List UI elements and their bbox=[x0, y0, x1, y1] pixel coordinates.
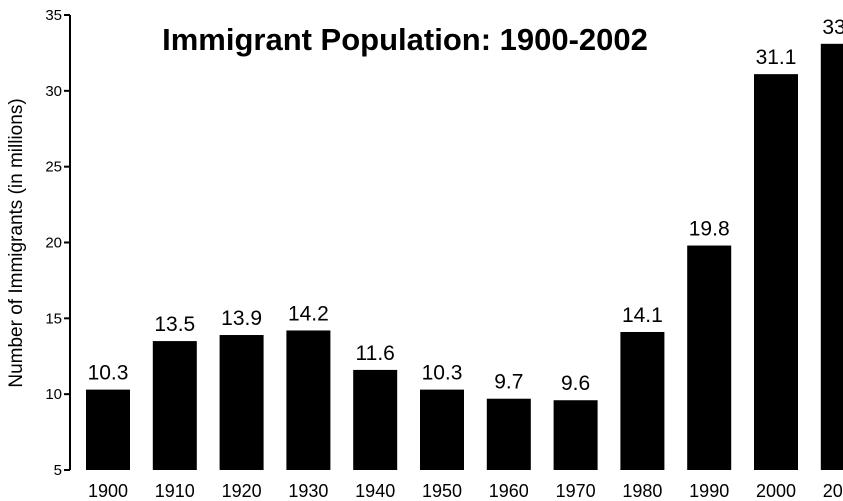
x-tick-label-1900: 1900 bbox=[88, 481, 128, 501]
bar-1990 bbox=[687, 245, 732, 470]
bar-1960 bbox=[486, 398, 531, 470]
x-tick-label-2002: 2002 bbox=[823, 481, 843, 501]
data-label-1960: 9.7 bbox=[494, 371, 523, 394]
x-axis-labels: 1900 1910 1920 1930 1940 1950 1960 1970 1980 1990… bbox=[88, 481, 843, 501]
y-tick-label: 5 bbox=[54, 462, 62, 479]
y-tick-label: 20 bbox=[45, 235, 62, 252]
bars-group bbox=[86, 43, 843, 471]
y-axis-label: Number of Immigrants (in millions) bbox=[6, 98, 27, 387]
y-axis-ticks: 5 10 15 20 25 30 35 bbox=[45, 7, 70, 479]
x-tick-label-1930: 1930 bbox=[288, 481, 328, 501]
x-tick-label-1980: 1980 bbox=[622, 481, 662, 501]
y-tick-label: 25 bbox=[45, 159, 62, 176]
x-tick-label-1950: 1950 bbox=[422, 481, 462, 501]
data-label-1990: 19.8 bbox=[689, 218, 730, 241]
data-label-2002: 33.1 bbox=[822, 16, 843, 39]
data-label-1930: 14.2 bbox=[288, 302, 329, 325]
data-label-1970: 9.6 bbox=[561, 372, 590, 395]
bar-1940 bbox=[353, 369, 398, 470]
bar-2000 bbox=[754, 74, 798, 471]
data-label-1950: 10.3 bbox=[422, 362, 463, 385]
bar-1930 bbox=[286, 330, 331, 470]
data-label-1920: 13.9 bbox=[221, 307, 262, 330]
y-tick-label: 35 bbox=[45, 7, 62, 24]
x-tick-label-1920: 1920 bbox=[222, 481, 262, 501]
x-tick-label-1940: 1940 bbox=[355, 481, 395, 501]
data-label-1900: 10.3 bbox=[88, 362, 129, 385]
bar-1900 bbox=[86, 389, 130, 470]
bar-1970 bbox=[553, 400, 598, 470]
chart-title: Immigrant Population: 1900-2002 bbox=[162, 22, 648, 57]
data-labels-group: 10.3 13.5 13.9 14.2 11.6 10.3 9.7 9.6 14.1 19.8 31… bbox=[88, 16, 843, 395]
y-tick-label: 10 bbox=[45, 386, 62, 403]
bar-1920 bbox=[219, 335, 264, 470]
bar-2002 bbox=[820, 43, 843, 471]
data-label-1910: 13.5 bbox=[154, 313, 195, 336]
x-tick-label-2000: 2000 bbox=[756, 481, 796, 501]
data-label-1980: 14.1 bbox=[622, 304, 663, 327]
y-tick-label: 15 bbox=[45, 310, 62, 327]
y-tick-label: 30 bbox=[45, 83, 62, 100]
x-tick-label-1990: 1990 bbox=[689, 481, 729, 501]
data-label-1940: 11.6 bbox=[356, 342, 395, 365]
bar-1910 bbox=[152, 341, 197, 470]
bar-1980 bbox=[620, 331, 665, 470]
x-tick-label-1970: 1970 bbox=[556, 481, 596, 501]
data-label-2000: 31.1 bbox=[756, 46, 797, 69]
x-tick-label-1960: 1960 bbox=[489, 481, 529, 501]
bar-1950 bbox=[420, 389, 464, 470]
x-tick-label-1910: 1910 bbox=[155, 481, 195, 501]
